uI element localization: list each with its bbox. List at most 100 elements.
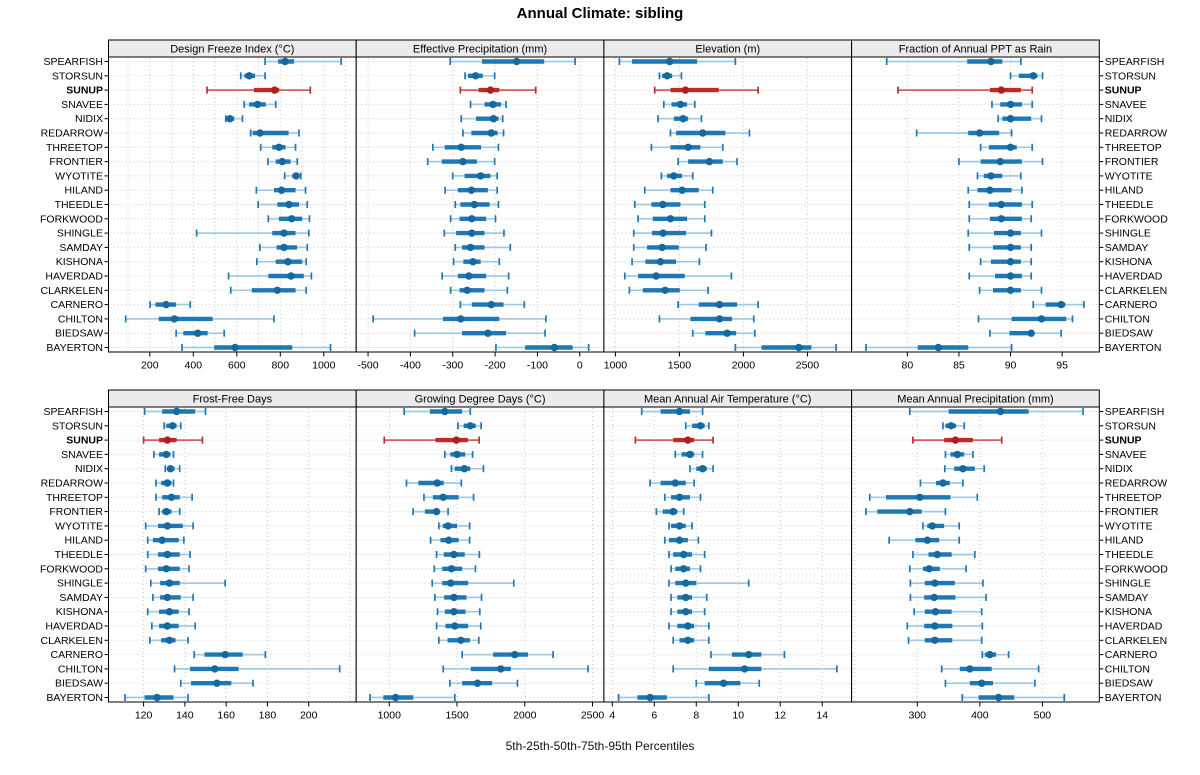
x-axis-tick-label: 12 [774, 710, 786, 722]
median-dot [659, 229, 667, 237]
median-dot [439, 493, 447, 501]
percentile-row-theedle [968, 200, 1034, 209]
median-dot [451, 622, 459, 630]
percentile-row-sunup [653, 86, 760, 94]
station-label-right: REDARROW [1105, 128, 1168, 140]
median-dot [1006, 100, 1015, 109]
percentile-row-carnero [193, 650, 267, 659]
percentile-row-clarkelen [148, 636, 189, 644]
median-dot [277, 186, 286, 194]
median-dot [669, 507, 677, 516]
median-dot [986, 650, 994, 659]
percentile-row-chilton [977, 315, 1074, 323]
median-dot [906, 507, 914, 516]
x-axis-tick-label: 95 [1056, 360, 1068, 372]
median-dot [931, 608, 940, 616]
percentile-row-storsun [684, 422, 710, 430]
median-dot [928, 522, 936, 530]
station-label-right: FORKWOOD [1105, 213, 1168, 225]
percentile-row-samday [454, 243, 512, 252]
percentile-row-forkwood [144, 565, 190, 573]
median-dot [933, 550, 941, 559]
x-axis-tick-label: 200 [300, 710, 318, 722]
station-label-right: SNAVEE [1105, 99, 1147, 111]
station-label-right: FRONTIER [1105, 506, 1159, 518]
median-dot [466, 422, 474, 430]
percentile-row-nidix [943, 465, 986, 473]
percentile-row-forkwood [908, 565, 967, 573]
median-dot [153, 693, 161, 702]
percentile-row-snavee [243, 100, 277, 109]
station-axis-row-1: SPEARFISH SPEARFISH STORSUN STORSUN SUNUP SUN… [40, 406, 1168, 704]
station-label-left: CHILTON [58, 313, 103, 325]
percentile-row-redarrow [462, 129, 505, 137]
percentile-row-threetop [979, 143, 1034, 151]
median-dot [715, 315, 724, 323]
percentile-row-hiland [967, 186, 1023, 194]
median-dot [987, 57, 995, 66]
percentile-row-storsun [457, 422, 482, 430]
station-label-right: SNAVEE [1105, 449, 1147, 461]
percentile-row-redarrow [915, 129, 1013, 137]
station-label-right: SAMDAY [1105, 242, 1149, 254]
station-label-left: SHINGLE [57, 228, 103, 240]
station-label-right: CHILTON [1105, 313, 1150, 325]
median-dot [994, 693, 1003, 702]
median-dot [465, 272, 473, 280]
station-label-right: KISHONA [1105, 256, 1152, 268]
median-dot [450, 608, 458, 616]
percentile-row-chilton [372, 315, 547, 323]
median-dot [163, 622, 172, 630]
median-dot [284, 258, 292, 266]
median-dot [987, 172, 995, 180]
percentile-row-biedsaw [944, 679, 1036, 687]
median-dot [676, 100, 685, 109]
median-dot [163, 479, 172, 487]
percentile-row-snavee [944, 450, 974, 459]
station-label-left: SUNUP [66, 85, 103, 97]
percentile-row-frontier [677, 157, 738, 166]
percentile-row-biedsaw [695, 679, 761, 687]
median-dot [1029, 72, 1037, 80]
station-label-right: HILAND [1105, 535, 1144, 547]
percentile-row-biedsaw [175, 329, 226, 337]
median-dot [473, 679, 482, 687]
percentile-row-threetop [431, 143, 500, 151]
median-dot [231, 343, 239, 352]
station-label-left: SUNUP [66, 435, 103, 447]
station-label-left: WYOTITE [55, 170, 103, 182]
median-dot [679, 115, 687, 123]
percentile-row-shingle [909, 579, 984, 587]
percentile-row-sunup [912, 436, 1003, 444]
percentile-row-samday [632, 243, 707, 252]
median-dot [1006, 229, 1015, 237]
percentile-row-forkwood [267, 215, 311, 223]
x-axis-tick-label: -300 [442, 360, 463, 372]
station-label-right: CHILTON [1105, 663, 1150, 675]
percentile-row-haverdad [668, 622, 710, 630]
station-label-left: HAVERDAD [45, 271, 103, 283]
median-dot [489, 115, 498, 123]
percentile-row-storsun [658, 72, 683, 80]
median-dot [986, 186, 994, 194]
percentile-row-storsun [464, 72, 496, 80]
x-axis-tick-label: -400 [400, 360, 421, 372]
station-label-left: REDARROW [41, 478, 104, 490]
median-dot [457, 315, 465, 323]
median-dot [953, 450, 962, 459]
percentile-row-nidix [224, 115, 244, 123]
percentile-row-theedle [912, 550, 976, 559]
percentile-row-sunup [459, 86, 537, 94]
median-dot [170, 315, 179, 323]
station-label-left: BIEDSAW [55, 328, 103, 340]
percentile-row-carnero [461, 650, 554, 659]
station-label-left: FORKWOOD [40, 563, 103, 575]
percentile-row-clarkelen [438, 636, 480, 644]
median-dot [447, 579, 455, 587]
percentile-row-haverdad [968, 272, 1033, 280]
median-dot [165, 608, 174, 616]
median-dot [745, 650, 753, 659]
percentile-row-spearfish [885, 57, 1022, 66]
x-axis-tick-label: 85 [953, 360, 965, 372]
median-dot [705, 157, 714, 166]
